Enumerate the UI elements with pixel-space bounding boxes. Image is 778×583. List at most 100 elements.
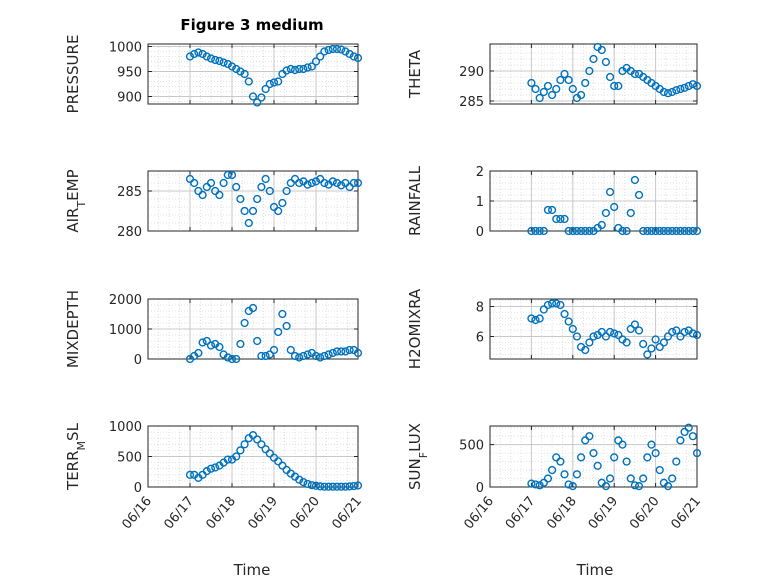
data-point: [248, 92, 258, 101]
data-point: [688, 432, 697, 441]
data-point: [185, 52, 195, 61]
data-point: [651, 226, 660, 236]
data-point: [257, 182, 266, 192]
y-tick-label: 6: [476, 331, 484, 346]
data-point: [643, 350, 652, 359]
data-point: [531, 315, 540, 325]
data-point: [202, 182, 211, 192]
data-point: [568, 84, 577, 94]
data-point: [265, 350, 274, 359]
data-point: [684, 423, 693, 432]
data-point: [676, 332, 685, 341]
data-point: [194, 48, 203, 57]
data-point: [564, 480, 573, 489]
data-point: [618, 440, 627, 449]
data-point: [257, 440, 266, 449]
data-point: [614, 81, 623, 91]
data-point: [332, 482, 342, 491]
data-point: [345, 49, 354, 59]
data-point: [240, 206, 249, 216]
data-point: [568, 482, 577, 491]
data-point: [581, 345, 590, 355]
data-point: [198, 49, 207, 59]
data-point: [248, 206, 258, 216]
data-point: [688, 329, 697, 338]
data-point: [320, 47, 329, 56]
data-point: [227, 170, 237, 180]
data-point: [585, 338, 594, 347]
data-point: [547, 299, 557, 308]
data-point: [215, 190, 224, 200]
data-point: [630, 69, 640, 79]
data-point: [527, 78, 536, 88]
mixdepth-y-axis-label: MIXDEPTH: [64, 290, 82, 368]
data-point: [547, 90, 557, 100]
data-point: [253, 336, 262, 346]
data-point: [676, 436, 685, 445]
data-point: [680, 83, 689, 92]
y-tick-label: 290: [459, 65, 484, 80]
data-point: [560, 309, 569, 319]
data-point: [240, 69, 249, 79]
data-point: [655, 226, 664, 236]
data-point: [211, 55, 220, 65]
data-point: [236, 67, 245, 76]
data-point: [253, 435, 262, 444]
data-point: [668, 87, 677, 97]
data-point: [626, 474, 635, 483]
data-point: [261, 351, 270, 361]
subplot-terr-msl: 0 500 1000 06/16 06/17 06/18 06/19 06/20 06/21 TE…: [64, 420, 365, 532]
data-point: [236, 339, 245, 349]
data-point: [206, 341, 216, 350]
data-point: [585, 66, 594, 76]
data-point: [680, 327, 689, 337]
data-point: [316, 52, 325, 61]
data-point: [290, 65, 300, 75]
y-tick-label: 285: [459, 95, 484, 110]
air-temp-y-axis-label: AIRTEMP: [64, 169, 88, 232]
data-point: [543, 300, 553, 310]
data-point: [232, 64, 241, 74]
figure-title: Figure 3 medium: [180, 16, 323, 34]
subplot-rainfall: 0 1 2 RAINFALL: [406, 165, 702, 240]
data-point: [232, 452, 241, 461]
data-point: [556, 75, 565, 85]
x-tick-label: 06/21: [329, 494, 365, 532]
data-point: [274, 327, 283, 337]
data-point: [601, 57, 611, 67]
data-point: [692, 226, 702, 236]
data-point: [597, 45, 606, 55]
x-tick-label: 06/16: [461, 494, 497, 532]
data-point: [257, 351, 266, 361]
data-point: [552, 214, 561, 224]
data-point: [328, 177, 337, 186]
data-point: [341, 482, 350, 491]
data-point: [668, 327, 677, 337]
data-point: [232, 354, 241, 364]
data-point: [290, 174, 300, 184]
air-temp-markers: [185, 170, 363, 228]
air-temp-axes-box: [147, 170, 359, 232]
x-tick-label: 06/17: [503, 494, 539, 532]
data-point: [332, 178, 342, 188]
data-point: [547, 205, 557, 215]
data-point: [601, 332, 611, 341]
x-tick-label: 06/20: [287, 494, 323, 532]
data-point: [320, 482, 329, 491]
data-point: [332, 44, 342, 54]
x-tick-label: 06/19: [245, 494, 281, 532]
data-point: [202, 336, 211, 346]
data-point: [215, 56, 224, 66]
y-tick-label: 2000: [109, 293, 142, 308]
data-point: [320, 351, 329, 361]
data-point: [223, 455, 232, 464]
data-point: [676, 84, 685, 94]
h2omixra-y-axis-label: H2OMIXRA: [406, 288, 424, 369]
data-point: [535, 93, 544, 103]
data-point: [353, 53, 363, 63]
y-tick-label: 8: [476, 301, 484, 316]
data-point: [552, 299, 561, 308]
theta-markers: [527, 42, 702, 103]
data-point: [659, 87, 668, 97]
